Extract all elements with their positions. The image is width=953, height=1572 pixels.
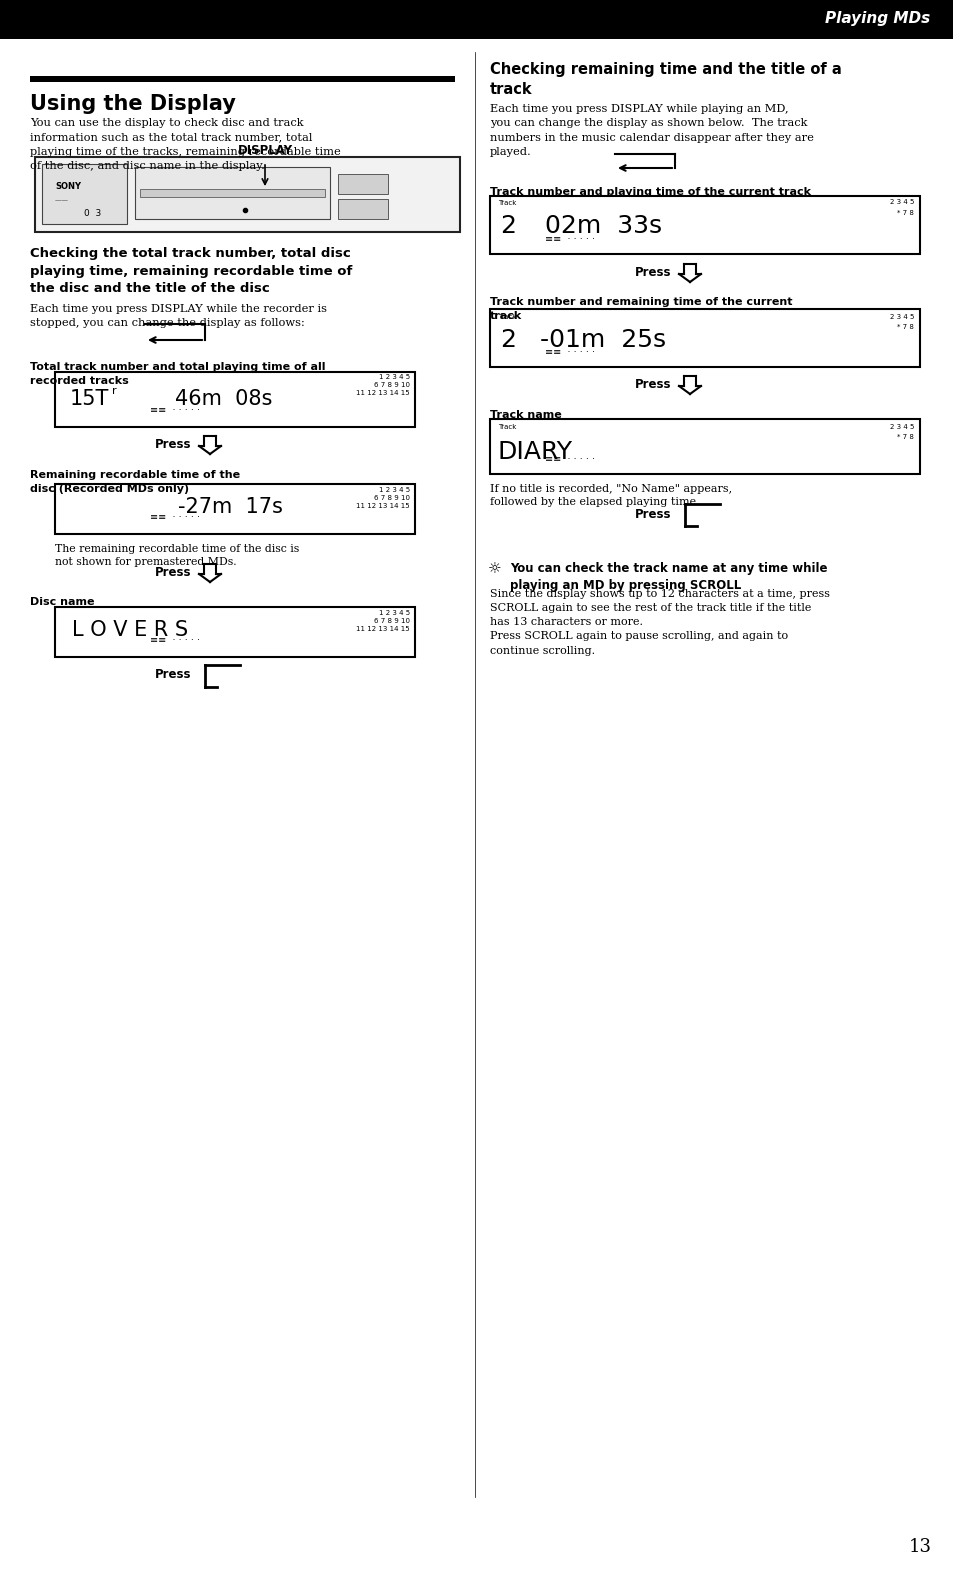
Text: Using the Display: Using the Display xyxy=(30,94,235,115)
Text: 46m  08s: 46m 08s xyxy=(174,388,273,409)
Text: L O V E R S: L O V E R S xyxy=(71,619,188,640)
FancyBboxPatch shape xyxy=(35,157,459,233)
Text: Press: Press xyxy=(635,266,671,278)
Text: 2 3 4 5: 2 3 4 5 xyxy=(889,314,913,321)
Text: ——: —— xyxy=(55,196,69,203)
Text: 11 12 13 14 15: 11 12 13 14 15 xyxy=(356,390,410,396)
Text: 6 7 8 9 10: 6 7 8 9 10 xyxy=(374,495,410,501)
Text: You can check the track name at any time while
playing an MD by pressing SCROLL: You can check the track name at any time… xyxy=(510,563,826,593)
Text: You can use the display to check disc and track
information such as the total tr: You can use the display to check disc an… xyxy=(30,118,340,171)
Text: ≡≡  · · · · ·: ≡≡ · · · · · xyxy=(544,454,595,464)
Polygon shape xyxy=(62,517,70,527)
Text: Each time you press DISPLAY while playing an MD,
you can change the display as s: Each time you press DISPLAY while playin… xyxy=(490,104,813,157)
Text: Disc name: Disc name xyxy=(30,597,94,607)
Text: Track: Track xyxy=(497,314,516,321)
Text: 11 12 13 14 15: 11 12 13 14 15 xyxy=(356,503,410,509)
FancyBboxPatch shape xyxy=(0,38,953,39)
Text: * 7 8: * 7 8 xyxy=(896,324,913,330)
Text: Playing MDs: Playing MDs xyxy=(824,11,929,27)
FancyBboxPatch shape xyxy=(490,420,919,475)
FancyBboxPatch shape xyxy=(490,310,919,366)
Polygon shape xyxy=(496,233,503,242)
Text: Track number and remaining time of the current
track: Track number and remaining time of the c… xyxy=(490,297,792,321)
Text: ≡≡  · · · · ·: ≡≡ · · · · · xyxy=(150,406,200,415)
Text: ☼: ☼ xyxy=(488,563,501,577)
FancyBboxPatch shape xyxy=(30,75,455,82)
Text: Since the display shows up to 12 characters at a time, press
SCROLL again to see: Since the display shows up to 12 charact… xyxy=(490,590,829,656)
Polygon shape xyxy=(496,453,503,462)
Circle shape xyxy=(60,206,76,222)
Polygon shape xyxy=(62,404,70,413)
Text: 02m  33s: 02m 33s xyxy=(544,214,661,237)
FancyBboxPatch shape xyxy=(490,196,919,255)
Text: Press: Press xyxy=(154,437,192,451)
Text: Press: Press xyxy=(635,377,671,390)
Text: Track: Track xyxy=(497,424,516,431)
Text: 2 3 4 5: 2 3 4 5 xyxy=(889,424,913,431)
Text: 6 7 8 9 10: 6 7 8 9 10 xyxy=(374,618,410,624)
Text: 1 2 3 4 5: 1 2 3 4 5 xyxy=(378,610,410,616)
FancyBboxPatch shape xyxy=(337,174,388,193)
Text: -27m  17s: -27m 17s xyxy=(177,497,282,517)
Text: -01m  25s: -01m 25s xyxy=(539,329,665,352)
Text: Each time you press DISPLAY while the recorder is
stopped, you can change the di: Each time you press DISPLAY while the re… xyxy=(30,303,327,329)
Text: Checking remaining time and the title of a
track: Checking remaining time and the title of… xyxy=(490,61,841,97)
Text: Track name: Track name xyxy=(490,410,561,420)
FancyBboxPatch shape xyxy=(140,189,325,196)
FancyBboxPatch shape xyxy=(55,484,415,534)
Text: Track: Track xyxy=(497,200,516,206)
Polygon shape xyxy=(62,640,70,649)
Text: DISPLAY: DISPLAY xyxy=(237,145,293,157)
Text: 11 12 13 14 15: 11 12 13 14 15 xyxy=(356,626,410,632)
Text: ≡≡  · · · · ·: ≡≡ · · · · · xyxy=(544,234,595,244)
Text: Press: Press xyxy=(154,566,192,578)
FancyBboxPatch shape xyxy=(42,163,127,223)
Text: 2: 2 xyxy=(499,214,516,237)
FancyBboxPatch shape xyxy=(337,200,388,219)
Text: 2: 2 xyxy=(499,329,516,352)
Text: Press: Press xyxy=(635,508,671,520)
Text: * 7 8: * 7 8 xyxy=(896,434,913,440)
Text: If no title is recorded, "No Name" appears,
followed by the elapsed playing time: If no title is recorded, "No Name" appea… xyxy=(490,484,731,508)
Text: Track number and playing time of the current track: Track number and playing time of the cur… xyxy=(490,187,810,196)
Text: Total track number and total playing time of all
recorded tracks: Total track number and total playing tim… xyxy=(30,362,325,385)
Polygon shape xyxy=(496,344,503,354)
Text: 0  3: 0 3 xyxy=(84,209,101,219)
FancyBboxPatch shape xyxy=(55,373,415,428)
Text: 15T: 15T xyxy=(70,388,110,409)
Text: SONY: SONY xyxy=(55,182,81,192)
Text: ≡≡  · · · · ·: ≡≡ · · · · · xyxy=(150,512,200,522)
Text: The remaining recordable time of the disc is
not shown for premastered MDs.: The remaining recordable time of the dis… xyxy=(55,544,299,567)
Text: 1 2 3 4 5: 1 2 3 4 5 xyxy=(378,487,410,494)
Text: ≡≡  · · · · ·: ≡≡ · · · · · xyxy=(150,635,200,645)
Text: 1 2 3 4 5: 1 2 3 4 5 xyxy=(378,374,410,380)
Text: Checking the total track number, total disc
playing time, remaining recordable t: Checking the total track number, total d… xyxy=(30,247,352,296)
Text: 2 3 4 5: 2 3 4 5 xyxy=(889,200,913,204)
Text: r: r xyxy=(112,387,116,396)
FancyBboxPatch shape xyxy=(0,0,953,38)
Text: Remaining recordable time of the
disc (Recorded MDs only): Remaining recordable time of the disc (R… xyxy=(30,470,240,494)
Text: ≡≡  · · · · ·: ≡≡ · · · · · xyxy=(544,347,595,357)
Text: * 7 8: * 7 8 xyxy=(896,211,913,215)
Text: Press: Press xyxy=(154,668,192,682)
Text: 6 7 8 9 10: 6 7 8 9 10 xyxy=(374,382,410,388)
Text: 13: 13 xyxy=(907,1537,930,1556)
FancyBboxPatch shape xyxy=(55,607,415,657)
FancyBboxPatch shape xyxy=(135,167,330,219)
Text: DIARY: DIARY xyxy=(497,440,573,464)
Circle shape xyxy=(402,171,447,215)
